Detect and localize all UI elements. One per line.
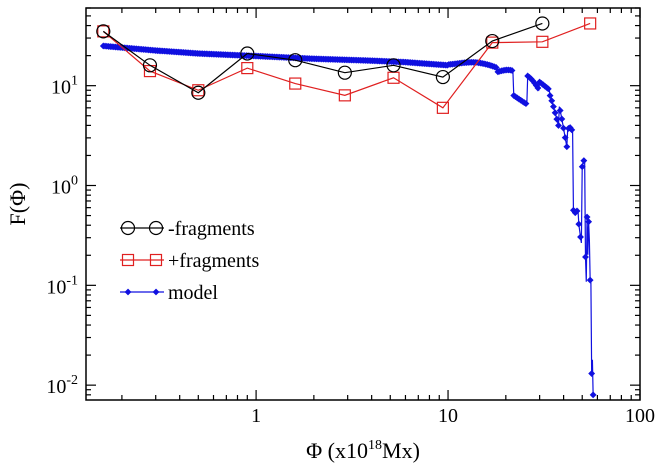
data-point [337, 65, 352, 80]
data-point [555, 122, 562, 129]
ticks-layer: 1 10 100 10-2 10-1 100 101 [46, 7, 655, 427]
x-tick-label: 1 [251, 405, 261, 427]
data-point [96, 24, 111, 39]
legend: -fragments +fragments model [120, 218, 259, 304]
data-point [289, 77, 302, 90]
legend-entry: -fragments [120, 218, 255, 240]
data-point [580, 157, 588, 165]
x-tick-label: 100 [625, 405, 655, 427]
data-point [142, 58, 158, 73]
series-layer [96, 16, 597, 399]
data-point [485, 33, 500, 49]
y-axis-title: F(Φ) [5, 183, 30, 226]
data-point [288, 53, 303, 68]
y-tick-label: 10-1 [46, 273, 78, 298]
data-point [563, 143, 571, 151]
data-point [585, 218, 593, 226]
legend-marker [121, 253, 135, 267]
legend-entry: model [120, 282, 218, 304]
legend-marker [152, 288, 160, 296]
series-line [102, 22, 543, 94]
data-point [551, 109, 559, 117]
data-point [435, 69, 450, 85]
legend-marker [149, 253, 163, 267]
legend-marker [120, 220, 136, 236]
data-point [588, 370, 596, 377]
y-tick-label: 101 [51, 74, 78, 99]
legend-label: +fragments [168, 250, 259, 272]
x-axis-title-unit: Mx) [382, 438, 420, 463]
x-axis-title-exponent: 18 [368, 438, 382, 453]
data-point [536, 35, 549, 48]
data-point [522, 100, 530, 108]
data-point [546, 92, 554, 99]
x-axis-title-main: Φ (x10 [306, 438, 368, 463]
data-point [534, 84, 542, 92]
plot-frame [85, 7, 641, 401]
data-point [97, 25, 110, 38]
data-point [575, 220, 583, 228]
data-point [561, 134, 569, 142]
series-fragments [96, 16, 550, 100]
data-point [586, 276, 594, 284]
data-point [241, 62, 254, 75]
data-point [582, 253, 589, 261]
data-point [550, 103, 557, 111]
legend-label: -fragments [168, 218, 255, 240]
data-point [589, 391, 597, 399]
data-point [535, 16, 550, 31]
data-point [568, 126, 576, 134]
data-point [553, 115, 561, 123]
data-point [191, 85, 206, 100]
y-tick-label: 10-2 [46, 373, 78, 398]
series-model [99, 42, 597, 399]
x-tick-label: 10 [438, 405, 458, 427]
data-point [436, 101, 449, 114]
data-point [544, 85, 552, 93]
data-point [560, 124, 567, 132]
legend-marker [124, 288, 132, 296]
x-axis-title: Φ (x1018Mx) [306, 438, 420, 463]
data-point [386, 58, 401, 73]
y-tick-label: 100 [51, 174, 78, 199]
data-point [508, 67, 516, 74]
data-point [556, 107, 564, 114]
data-point [578, 163, 586, 171]
legend-marker [148, 220, 164, 236]
data-point [338, 89, 351, 102]
data-point [240, 46, 255, 61]
data-point [577, 233, 584, 241]
data-point [573, 207, 581, 215]
data-point [558, 115, 566, 123]
data-point [584, 17, 597, 30]
data-point [548, 97, 556, 105]
legend-label: model [168, 282, 218, 304]
legend-entry: +fragments [120, 250, 259, 272]
